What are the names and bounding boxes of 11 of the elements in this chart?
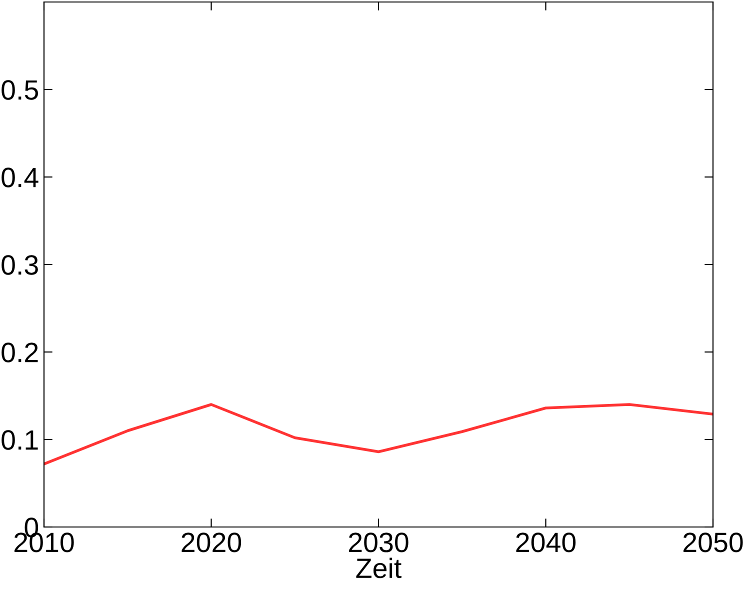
x-axis-title: Zeit (356, 558, 402, 578)
line-series (44, 403, 713, 466)
y-tick-label: 0.2 (2, 342, 38, 362)
y-tick-label: 0.1 (2, 430, 38, 450)
y-tick-label: 0.3 (2, 255, 38, 275)
y-tick-label: 0.5 (2, 80, 38, 100)
y-tick-label: 0.4 (2, 168, 38, 188)
x-tick-label: 2050 (684, 532, 743, 552)
x-tick-label: 2040 (516, 532, 576, 552)
x-tick-label: 2020 (182, 532, 242, 552)
x-tick-label: 2030 (349, 532, 408, 552)
